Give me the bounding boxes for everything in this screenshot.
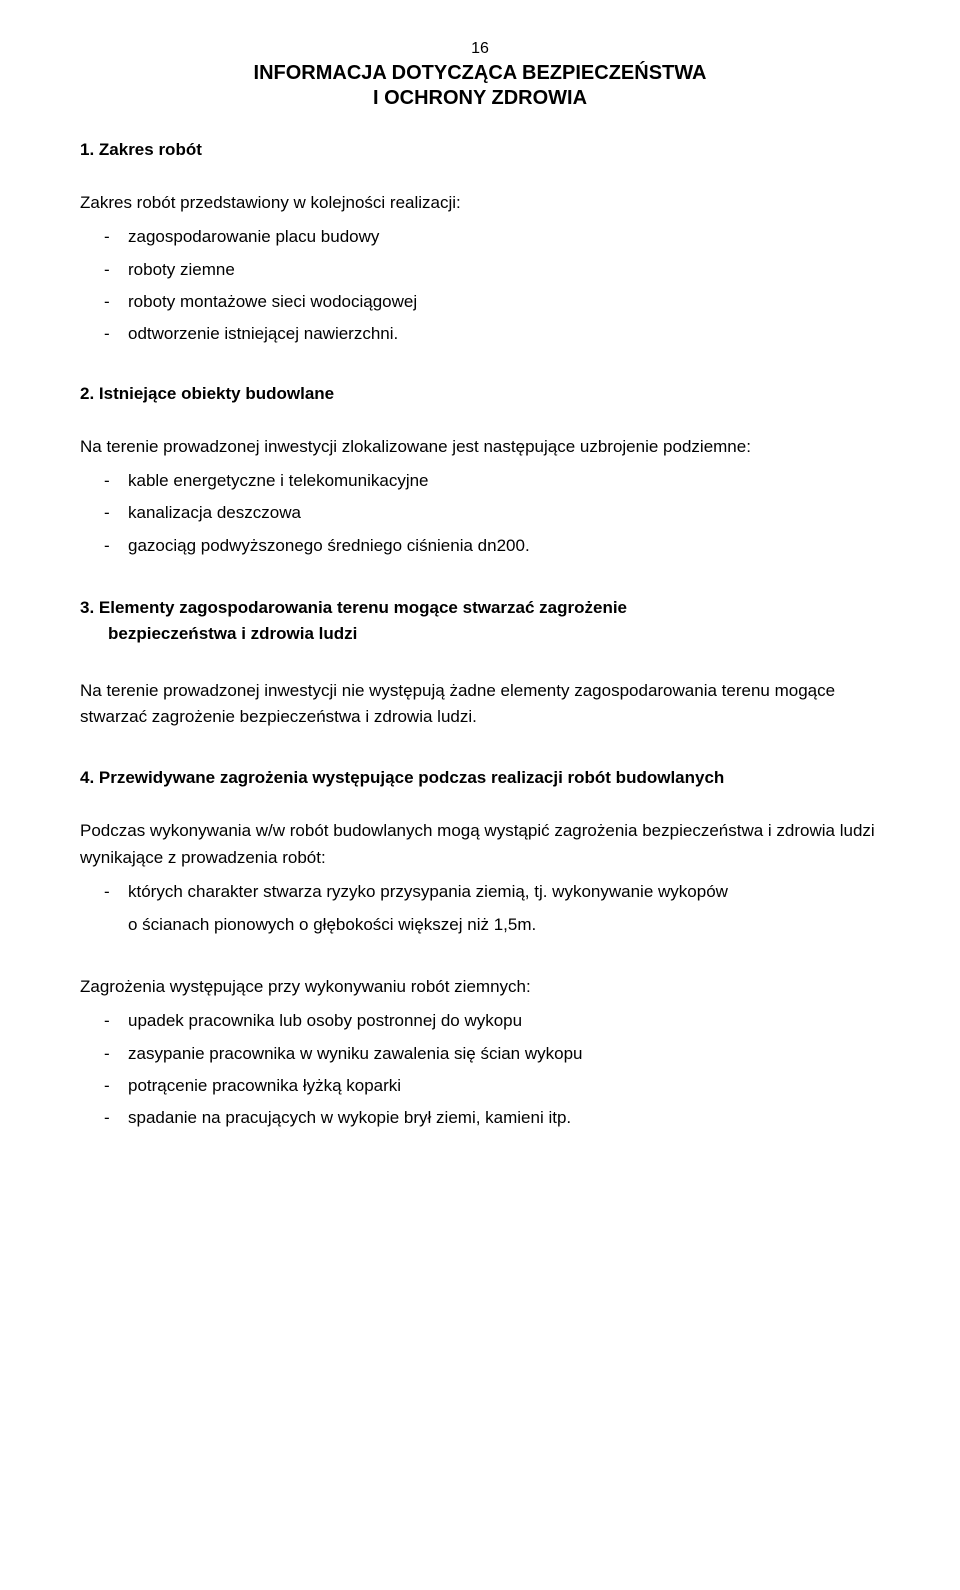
section1-item: odtworzenie istniejącej nawierzchni. <box>80 321 880 347</box>
section4-sub-item: spadanie na pracujących w wykopie brył z… <box>80 1105 880 1131</box>
section3-body: Na terenie prowadzonej inwestycji nie wy… <box>80 678 880 731</box>
section1-item: roboty ziemne <box>80 257 880 283</box>
section2-item: kable energetyczne i telekomunikacyjne <box>80 468 880 494</box>
section4-sub-item: upadek pracownika lub osoby postronnej d… <box>80 1008 880 1034</box>
section4-intro: Podczas wykonywania w/w robót budowlanyc… <box>80 818 880 871</box>
section3-heading-line1: 3. Elementy zagospodarowania terenu mogą… <box>80 595 880 621</box>
section2-heading: 2. Istniejące obiekty budowlane <box>80 384 880 404</box>
section1-item: roboty montażowe sieci wodociągowej <box>80 289 880 315</box>
section1-heading: 1. Zakres robót <box>80 140 880 160</box>
section3-heading-line2: bezpieczeństwa i zdrowia ludzi <box>80 621 880 647</box>
main-title-line2: I OCHRONY ZDROWIA <box>80 87 880 110</box>
main-title-line1: INFORMACJA DOTYCZĄCA BEZPIECZEŃSTWA <box>80 62 880 85</box>
section4-item1-line1: których charakter stwarza ryzyko przysyp… <box>80 879 880 905</box>
section4-item1-line2: o ścianach pionowych o głębokości większ… <box>80 912 880 938</box>
section2-intro: Na terenie prowadzonej inwestycji zlokal… <box>80 434 880 460</box>
section2-item: kanalizacja deszczowa <box>80 500 880 526</box>
section4-heading: 4. Przewidywane zagrożenia występujące p… <box>80 768 880 788</box>
section1-item: zagospodarowanie placu budowy <box>80 224 880 250</box>
section4-sub-item: zasypanie pracownika w wyniku zawalenia … <box>80 1041 880 1067</box>
section2-item: gazociąg podwyższonego średniego ciśnien… <box>80 533 880 559</box>
page-number: 16 <box>80 40 880 58</box>
section1-intro: Zakres robót przedstawiony w kolejności … <box>80 190 880 216</box>
section4-sub-intro: Zagrożenia występujące przy wykonywaniu … <box>80 974 880 1000</box>
section4-sub-item: potrącenie pracownika łyżką koparki <box>80 1073 880 1099</box>
